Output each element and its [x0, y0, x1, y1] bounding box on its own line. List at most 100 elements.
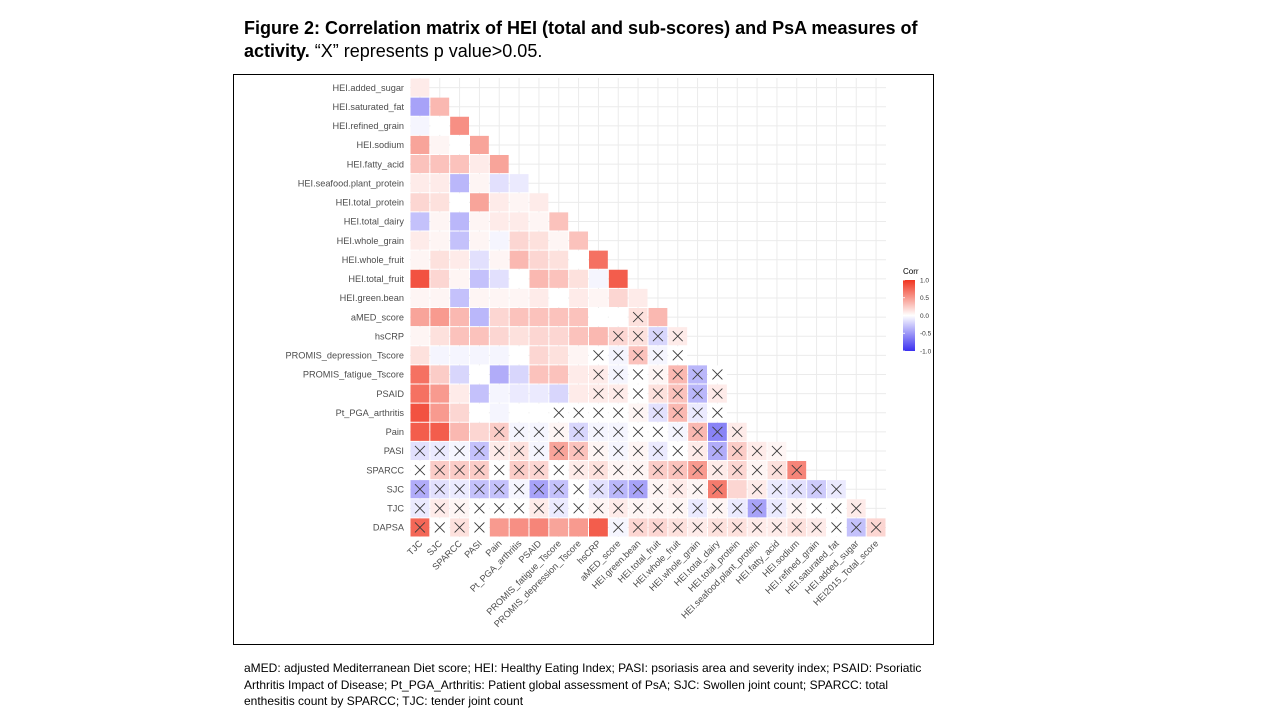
cross-stroke	[751, 522, 763, 533]
nonsignificant-cross-mark	[791, 464, 803, 476]
cross-stroke	[831, 522, 842, 533]
heatmap-cell	[509, 288, 529, 307]
cross-stroke	[533, 426, 545, 438]
cross-stroke	[454, 445, 465, 457]
heatmap-cell	[549, 308, 569, 327]
nonsignificant-cross-mark	[652, 464, 664, 476]
heatmap-cell	[450, 155, 469, 174]
row-label: HEI.seafood.plant_protein	[298, 178, 404, 188]
cross-stroke	[692, 388, 703, 399]
heatmap-cell	[489, 308, 509, 327]
heatmap-cell	[470, 384, 489, 403]
nonsignificant-cross-mark	[692, 445, 703, 457]
cross-stroke	[632, 503, 644, 514]
heatmap-cell	[529, 231, 549, 250]
cross-stroke	[454, 483, 465, 495]
heatmap-cell	[509, 231, 529, 250]
correlation-matrix-frame: DAPSA TJC SJC SPARCC PASI Pain Pt_PGA_arthriti…	[233, 74, 934, 645]
heatmap-cell	[489, 269, 509, 288]
cross-stroke	[593, 503, 604, 514]
nonsignificant-cross-mark	[434, 445, 446, 457]
nonsignificant-cross-mark	[493, 426, 505, 438]
cross-stroke	[652, 388, 664, 399]
heatmap-cell	[509, 269, 529, 288]
nonsignificant-cross-mark	[652, 445, 664, 457]
cross-stroke	[672, 369, 684, 380]
nonsignificant-cross-mark	[692, 369, 703, 380]
cross-stroke	[573, 464, 584, 476]
legend-tick-label: 0.5	[920, 295, 929, 302]
cross-stroke	[831, 483, 842, 495]
heatmap-cell	[470, 308, 489, 327]
nonsignificant-cross-mark	[493, 503, 505, 514]
figure-title-rest: “X” represents p value>0.05.	[309, 41, 543, 61]
cross-stroke	[493, 426, 505, 438]
heatmap-cell	[410, 174, 430, 193]
nonsignificant-cross-mark	[731, 426, 743, 438]
cross-stroke	[652, 483, 664, 495]
nonsignificant-cross-mark	[712, 522, 723, 533]
heatmap-cell	[489, 288, 509, 307]
legend-colorbar	[903, 280, 915, 351]
nonsignificant-cross-mark	[692, 464, 703, 476]
heatmap-cell	[410, 288, 430, 307]
heatmap-cell	[608, 288, 628, 307]
nonsignificant-cross-mark	[513, 483, 525, 495]
cross-stroke	[454, 503, 465, 514]
nonsignificant-cross-mark	[474, 522, 485, 533]
nonsignificant-cross-mark	[672, 350, 684, 361]
nonsignificant-cross-mark	[593, 445, 604, 457]
heatmap-cell	[589, 308, 608, 327]
heatmap-cell	[410, 308, 430, 327]
row-label: HEI.saturated_fat	[333, 102, 405, 112]
nonsignificant-cross-mark	[553, 503, 565, 514]
nonsignificant-cross-mark	[533, 464, 545, 476]
heatmap-cell	[450, 288, 469, 307]
nonsignificant-cross-mark	[553, 426, 565, 438]
heatmap-cell	[549, 365, 569, 384]
nonsignificant-cross-mark	[652, 350, 664, 361]
cross-stroke	[632, 388, 644, 399]
cross-stroke	[672, 522, 684, 533]
nonsignificant-cross-mark	[672, 369, 684, 380]
heatmap-cell	[529, 346, 549, 365]
cross-stroke	[612, 522, 624, 533]
heatmap-cell	[509, 308, 529, 327]
heatmap-cell	[410, 155, 430, 174]
cross-stroke	[791, 522, 803, 533]
heatmap-cell	[569, 365, 588, 384]
cross-stroke	[692, 445, 703, 457]
nonsignificant-cross-mark	[612, 388, 624, 399]
heatmap-cell	[470, 193, 489, 212]
nonsignificant-cross-mark	[632, 483, 644, 495]
heatmap-cell	[509, 346, 529, 365]
heatmap-cell	[489, 250, 509, 269]
heatmap-cell	[569, 231, 588, 250]
heatmap-cell	[489, 346, 509, 365]
heatmap-cell	[489, 365, 509, 384]
heatmap-cell	[450, 308, 469, 327]
heatmap-cell	[569, 518, 588, 537]
nonsignificant-cross-mark	[652, 330, 664, 342]
heatmap-cell	[470, 135, 489, 154]
row-label: HEI.added_sugar	[332, 83, 404, 93]
cross-stroke	[672, 407, 684, 418]
heatmap-cell	[470, 403, 489, 422]
nonsignificant-cross-mark	[791, 503, 803, 514]
nonsignificant-cross-mark	[751, 445, 763, 457]
cross-stroke	[731, 445, 743, 457]
cross-stroke	[612, 503, 624, 514]
cross-stroke	[434, 522, 446, 533]
cross-stroke	[573, 426, 584, 438]
cross-stroke	[612, 464, 624, 476]
nonsignificant-cross-mark	[434, 522, 446, 533]
nonsignificant-cross-mark	[493, 464, 505, 476]
cross-stroke	[692, 503, 703, 514]
cross-stroke	[593, 464, 604, 476]
heatmap-cell	[489, 212, 509, 231]
heatmap-cell	[430, 288, 450, 307]
cross-stroke	[652, 369, 664, 380]
heatmap-cell	[589, 250, 608, 269]
nonsignificant-cross-mark	[533, 483, 545, 495]
row-label: PSAID	[376, 389, 404, 399]
